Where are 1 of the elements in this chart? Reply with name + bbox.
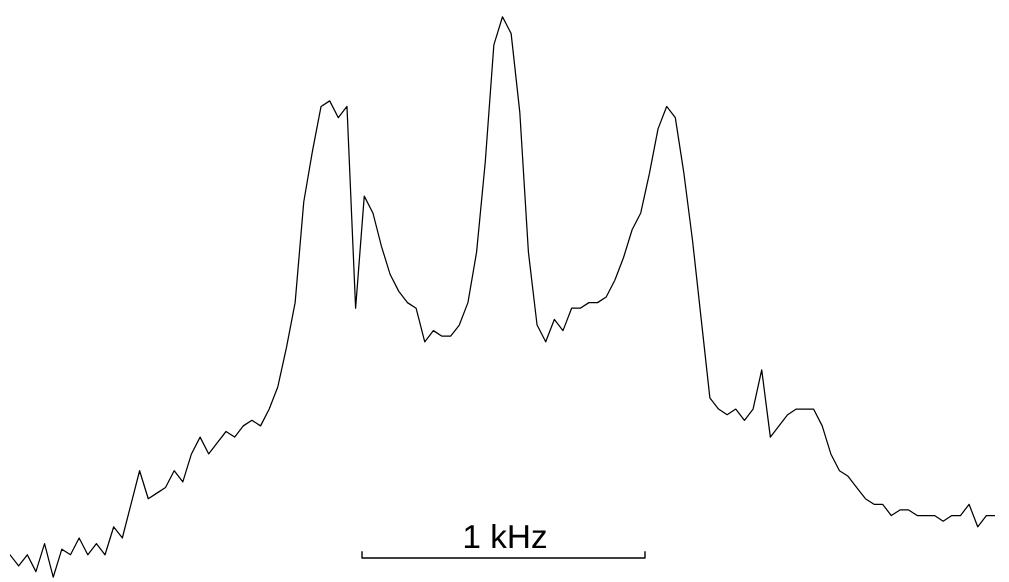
annotation: 1 kHz xyxy=(464,523,546,549)
